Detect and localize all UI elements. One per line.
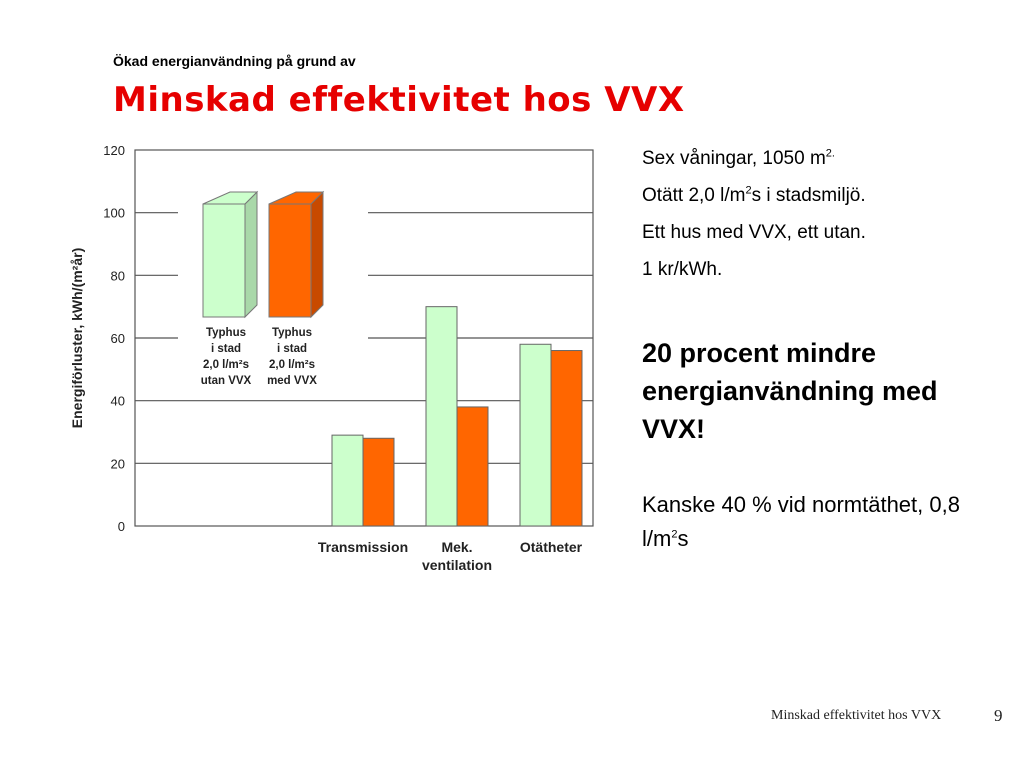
fact-houses: Ett hus med VVX, ett utan. — [642, 222, 866, 243]
footer-text: Minskad effektivitet hos VVX — [771, 708, 942, 723]
fact-floors: Sex våningar, 1050 m2. — [642, 147, 835, 169]
slide-subtitle: Ökad energianvändning på grund av — [113, 53, 356, 69]
x-category-label: Otätheter — [520, 539, 583, 555]
y-tick-label: 40 — [111, 394, 125, 409]
legend-swatch-roof — [202, 191, 259, 205]
normal-tightness-note: Kanske 40 % vid normtäthet, 0,8 l/m2s — [642, 492, 960, 551]
bar — [519, 343, 552, 527]
legend-label: med VVX — [267, 375, 317, 387]
slide-title: Minskad effektivitet hos VVX — [113, 80, 685, 120]
page-number: 9 — [994, 706, 1003, 725]
bar — [362, 437, 395, 527]
legend-swatch-side — [310, 190, 324, 319]
legend-swatch — [268, 203, 312, 318]
fact-price: 1 kr/kWh. — [642, 259, 723, 280]
legend-label: utan VVX — [201, 375, 252, 387]
legend-label: 2,0 l/m²s — [203, 359, 249, 371]
legend-label: i stad — [277, 343, 307, 355]
legend-swatch — [202, 203, 246, 318]
x-category-label: ventilation — [422, 557, 492, 573]
highlight-statement: 20 procent mindre energianvändning med V… — [642, 338, 938, 444]
y-tick-label: 60 — [111, 331, 125, 346]
x-category-label: Transmission — [318, 539, 408, 555]
y-tick-label: 80 — [111, 268, 125, 283]
bar — [550, 350, 583, 527]
y-tick-label: 0 — [118, 519, 125, 534]
x-category-label: Mek. — [441, 539, 472, 555]
y-axis-label: Energiförluster, kWh/(m²år) — [69, 248, 85, 428]
y-tick-label: 20 — [111, 456, 125, 471]
bar — [456, 406, 489, 527]
bar-chart: 0 20 40 60 80 100 120 Energiförluster, kWh/(m²å… — [69, 143, 594, 573]
facts-list: Sex våningar, 1050 m2. Otätt 2,0 l/m2s i… — [642, 140, 866, 288]
bar — [331, 434, 364, 527]
legend-label: Typhus — [272, 327, 312, 339]
fact-leakage: Otätt 2,0 l/m2s i stadsmiljö. — [642, 184, 866, 206]
bar — [425, 306, 458, 527]
y-tick-label: 120 — [103, 143, 125, 158]
legend-label: i stad — [211, 343, 241, 355]
legend-swatch-roof — [268, 191, 325, 205]
legend-label: Typhus — [206, 327, 246, 339]
legend-label: 2,0 l/m²s — [269, 359, 315, 371]
y-tick-label: 100 — [103, 206, 125, 221]
legend-swatch-side — [244, 190, 258, 319]
